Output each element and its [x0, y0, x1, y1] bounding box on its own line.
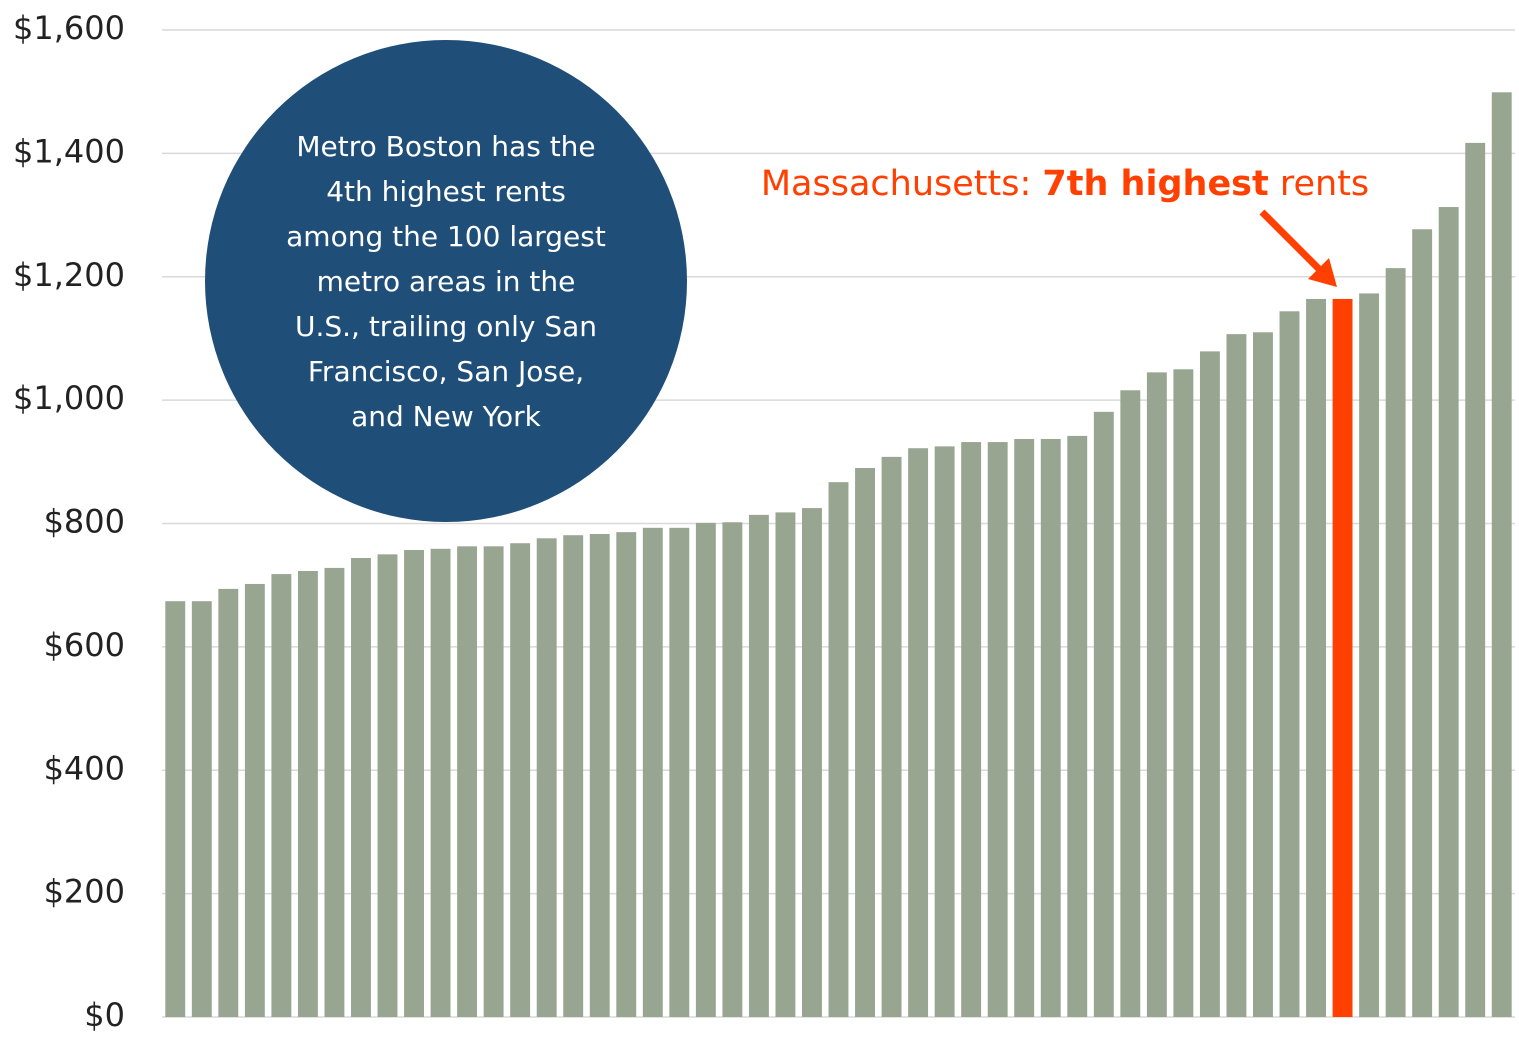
bar	[961, 442, 982, 1017]
y-tick-label: $400	[44, 749, 125, 787]
bar	[1146, 372, 1167, 1018]
callout-part: Massachusetts:	[761, 164, 1043, 204]
bar	[510, 543, 531, 1017]
bar	[165, 601, 186, 1017]
bar	[855, 467, 875, 1017]
bar	[881, 456, 902, 1017]
annotation-circle	[205, 40, 687, 522]
bar	[1120, 390, 1141, 1017]
bar	[244, 583, 265, 1017]
bar	[589, 533, 610, 1017]
bar	[1491, 92, 1512, 1017]
bar	[536, 538, 557, 1017]
callout-part: 7th highest	[1042, 164, 1268, 204]
y-tick-label: $1,200	[13, 256, 125, 294]
bar	[1040, 438, 1061, 1017]
bar	[1226, 334, 1247, 1017]
callout-arrowhead	[1308, 258, 1337, 287]
bar	[748, 514, 769, 1017]
bar	[987, 442, 1008, 1017]
bar	[775, 512, 796, 1017]
y-tick-label: $0	[84, 996, 125, 1034]
bar	[1359, 293, 1380, 1017]
bar	[1253, 332, 1273, 1017]
bar	[934, 446, 955, 1017]
y-tick-label: $800	[44, 503, 125, 541]
bar	[377, 554, 398, 1017]
bar	[483, 546, 504, 1017]
y-tick-label: $1,600	[13, 9, 125, 47]
bar	[1385, 268, 1406, 1017]
circle-text: metro areas in the	[317, 265, 576, 298]
bar	[1438, 207, 1459, 1018]
bar	[669, 527, 690, 1017]
y-tick-label: $200	[44, 873, 125, 911]
bar	[271, 574, 292, 1017]
circle-text: 4th highest rents	[326, 175, 566, 208]
bar	[1173, 369, 1194, 1017]
callout-arrow	[1259, 209, 1325, 275]
bar	[563, 535, 584, 1017]
bar	[802, 508, 822, 1017]
y-tick-label: $600	[44, 626, 125, 664]
circle-text: and New York	[351, 400, 542, 433]
circle-text: U.S., trailing only San	[295, 310, 597, 343]
bar	[1306, 298, 1326, 1017]
bar	[430, 548, 451, 1017]
bar	[908, 448, 929, 1018]
bar	[324, 567, 345, 1017]
bar	[695, 522, 716, 1017]
circle-text: Francisco, San Jose,	[308, 355, 584, 388]
callout: Massachusetts: 7th highest rents	[761, 164, 1369, 204]
callout-part: rents	[1269, 164, 1369, 204]
bar	[1279, 311, 1300, 1017]
bar	[1412, 229, 1433, 1018]
y-tick-label: $1,000	[13, 379, 125, 417]
bar	[1332, 298, 1353, 1017]
bar	[218, 588, 239, 1017]
bar	[297, 570, 318, 1017]
bar	[1014, 438, 1035, 1017]
bar	[616, 532, 637, 1017]
circle-text: Metro Boston has the	[296, 130, 595, 163]
bar	[1465, 142, 1486, 1017]
bar	[404, 550, 424, 1017]
bar	[642, 527, 663, 1017]
bar	[722, 522, 743, 1017]
bar	[191, 601, 212, 1017]
bar	[351, 558, 371, 1017]
bar	[828, 482, 849, 1017]
bar	[1093, 411, 1114, 1018]
y-tick-label: $1,400	[13, 132, 125, 170]
bar	[457, 546, 478, 1017]
bar	[1199, 351, 1220, 1018]
bar	[1067, 435, 1088, 1017]
circle-text: among the 100 largest	[286, 220, 606, 253]
